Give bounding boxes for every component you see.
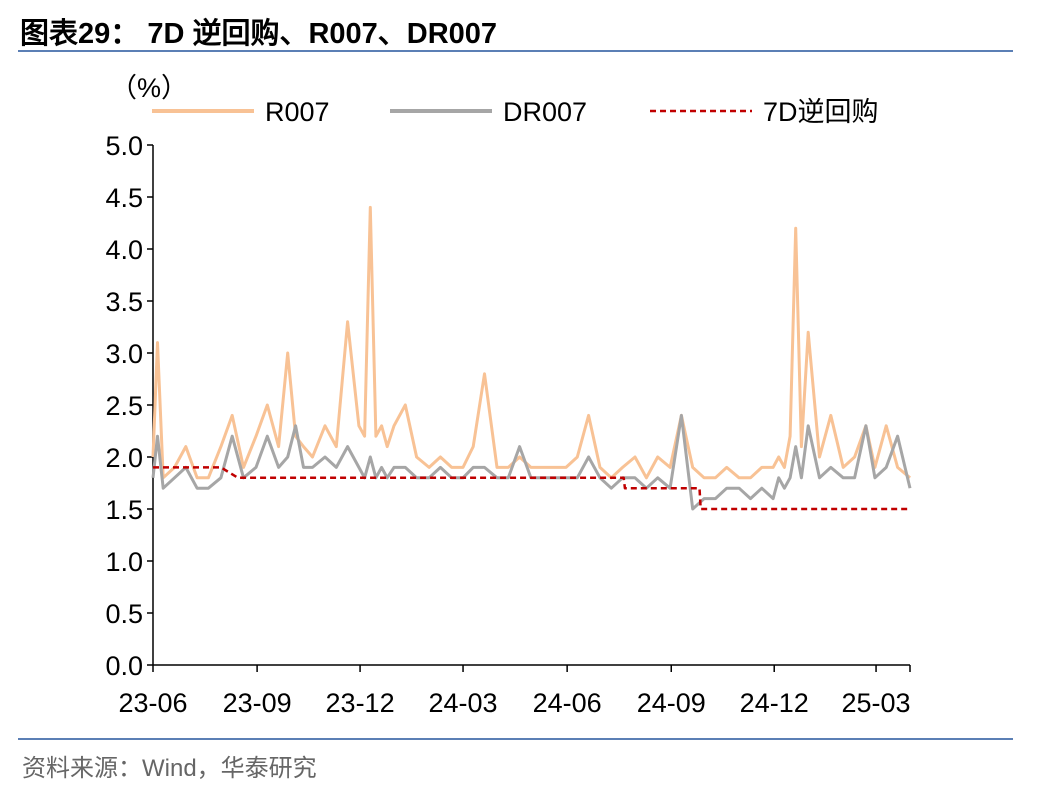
y-tick-label: 0.5	[105, 599, 143, 629]
y-axis-label: （%）	[110, 73, 188, 103]
y-tick-label: 1.5	[105, 495, 143, 525]
footer-divider	[18, 738, 1013, 740]
y-tick-label: 0.0	[105, 651, 143, 681]
series-line-R007	[151, 205, 911, 480]
legend-label: DR007	[503, 97, 587, 127]
y-tick-label: 4.0	[105, 235, 143, 265]
x-tick-label: 24-12	[740, 688, 809, 718]
x-tick-label: 24-09	[637, 688, 706, 718]
y-tick-label: 2.0	[105, 443, 143, 473]
y-tick-label: 3.0	[105, 339, 143, 369]
source-note: 资料来源：Wind，华泰研究	[22, 755, 317, 782]
series-line-7D逆回购	[153, 466, 910, 511]
chart-title: 图表29： 7D 逆回购、R007、DR007	[20, 18, 498, 50]
legend-label: R007	[265, 97, 330, 127]
x-tick-label: 25-03	[842, 688, 911, 718]
x-tick-label: 23-09	[223, 688, 292, 718]
x-tick-label: 24-03	[429, 688, 498, 718]
x-tick-label: 24-06	[533, 688, 602, 718]
y-tick-label: 2.5	[105, 391, 143, 421]
x-axis: 23-06 23-09 23-12 24-03 24-06 24-09 24-12 25-03	[118, 664, 911, 718]
y-axis: 0.0 0.5 1.0 1.5 2.0 2.5 3.0 3.5 4.0 4.5 5.0	[105, 131, 154, 681]
legend-label: 7D逆回购	[763, 97, 879, 127]
y-tick-label: 5.0	[105, 131, 143, 161]
title-divider	[18, 50, 1013, 52]
y-tick-label: 3.5	[105, 287, 143, 317]
legend: R007 DR007 7D逆回购	[152, 97, 879, 127]
y-tick-label: 1.0	[105, 547, 143, 577]
x-tick-label: 23-12	[326, 688, 395, 718]
series-lines	[151, 205, 912, 511]
x-tick-label: 23-06	[118, 688, 187, 718]
series-line-DR007	[151, 413, 912, 511]
y-tick-label: 4.5	[105, 183, 143, 213]
